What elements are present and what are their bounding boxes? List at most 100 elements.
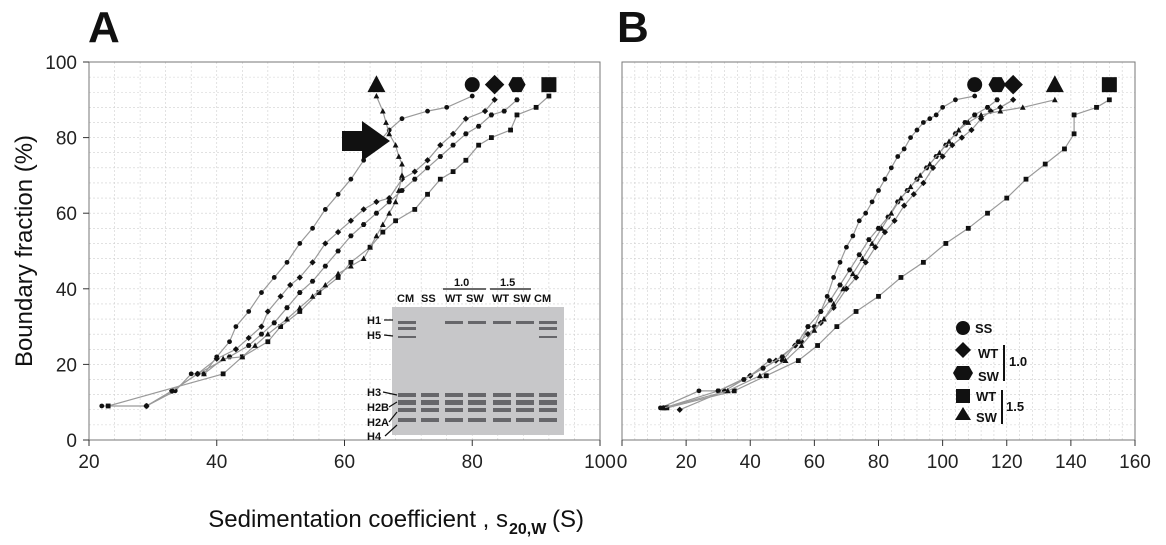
- data-point: [437, 176, 443, 182]
- series-triangle: [201, 75, 405, 377]
- data-point: [811, 327, 818, 333]
- data-point: [994, 97, 1000, 103]
- gel-band: [539, 393, 557, 397]
- data-point: [844, 244, 849, 250]
- gel-band: [445, 393, 463, 397]
- x-tick-label: 80: [462, 452, 483, 473]
- data-point: [309, 278, 316, 284]
- data-point: [348, 176, 354, 182]
- data-point: [501, 108, 507, 114]
- data-point: [284, 316, 290, 322]
- data-point: [284, 259, 290, 265]
- data-point: [322, 263, 329, 269]
- data-point: [201, 370, 207, 377]
- data-point: [760, 365, 766, 371]
- data-point: [891, 217, 898, 224]
- data-point: [386, 194, 393, 202]
- data-point: [348, 233, 354, 239]
- data-point: [1019, 104, 1026, 110]
- data-point: [827, 297, 834, 303]
- data-point: [997, 104, 1004, 111]
- data-point: [425, 191, 430, 197]
- data-point: [271, 275, 277, 280]
- data-point: [246, 309, 252, 314]
- data-point: [795, 339, 802, 345]
- gel-band: [516, 321, 534, 324]
- series-diamond: [676, 74, 1023, 413]
- data-point: [779, 354, 786, 360]
- data-point: [99, 403, 105, 409]
- data-point: [898, 195, 904, 201]
- series-end-marker: [367, 75, 386, 93]
- data-point: [696, 388, 702, 394]
- gel-band: [468, 393, 486, 397]
- data-point: [392, 198, 399, 205]
- data-point: [926, 161, 933, 167]
- data-point: [259, 290, 264, 295]
- data-point: [232, 346, 240, 353]
- data-point: [348, 259, 354, 265]
- data-point: [277, 293, 284, 300]
- gel-band: [493, 408, 511, 412]
- gel-band-pointer: [383, 334, 394, 337]
- data-point: [258, 323, 265, 330]
- data-point: [386, 210, 393, 216]
- data-point: [834, 324, 840, 329]
- data-point: [850, 233, 856, 239]
- data-point: [233, 324, 239, 329]
- series-end-marker: [988, 77, 1006, 93]
- data-point: [840, 285, 847, 292]
- series-end-marker: [1003, 74, 1023, 95]
- data-point: [763, 373, 769, 379]
- data-point: [252, 342, 258, 348]
- gel-lane-label: SW: [513, 293, 531, 305]
- x-tick-label: 60: [334, 452, 355, 473]
- data-point: [220, 355, 227, 362]
- data-point: [188, 371, 194, 377]
- x-axis-label-unit: (S): [552, 506, 584, 533]
- data-point: [296, 304, 303, 311]
- gel-lane-label: SS: [421, 293, 436, 305]
- gel-band: [493, 400, 511, 405]
- data-point: [488, 112, 495, 118]
- arrow-marker: [342, 121, 390, 161]
- legend-group-label: 1.5: [1006, 399, 1024, 414]
- gel-band: [493, 393, 511, 397]
- y-tick-label: 80: [56, 129, 77, 150]
- gel-band: [421, 400, 439, 405]
- plot-b-gridlines: [621, 61, 1136, 441]
- data-point: [968, 126, 975, 134]
- data-point: [379, 108, 386, 114]
- legend-label: SW: [978, 369, 1000, 384]
- x-tick-label: 20: [78, 452, 99, 473]
- plot-b-axes: 0 20 40 60 80 100 120 140 160: [617, 61, 1151, 473]
- data-point: [856, 252, 863, 258]
- data-point: [908, 135, 913, 141]
- data-point: [463, 157, 469, 163]
- data-point: [846, 267, 853, 273]
- data-point: [373, 198, 380, 205]
- gel-band: [421, 418, 439, 422]
- data-point: [310, 225, 315, 231]
- data-point: [514, 112, 520, 118]
- data-point: [859, 255, 866, 261]
- gel-image: [392, 307, 564, 435]
- data-point: [463, 131, 469, 137]
- gel-band: [493, 321, 511, 324]
- gel-band: [445, 400, 463, 405]
- data-point: [1004, 195, 1010, 201]
- legend-label: WT: [978, 346, 998, 361]
- legend-label: WT: [976, 389, 996, 404]
- data-point: [756, 372, 763, 379]
- data-point: [383, 119, 389, 125]
- legend-marker-circle: [956, 321, 970, 335]
- series-line: [660, 95, 975, 409]
- data-point: [984, 104, 991, 110]
- data-point: [284, 305, 290, 311]
- data-point: [997, 108, 1004, 114]
- y-tick-label: 60: [56, 204, 77, 225]
- data-point: [1042, 161, 1048, 167]
- series-end-marker: [541, 77, 557, 93]
